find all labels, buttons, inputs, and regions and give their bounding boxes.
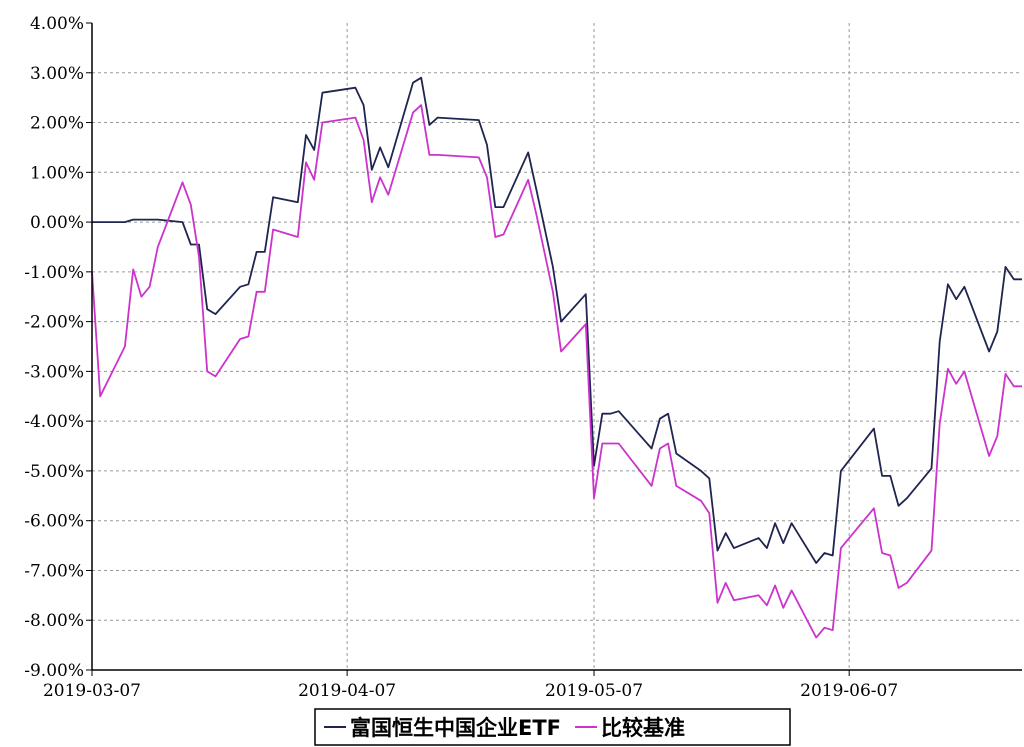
legend-label-1: 富国恒生中国企业ETF bbox=[350, 716, 561, 740]
y-tick-label: -3.00% bbox=[24, 362, 84, 382]
y-tick-label: 1.00% bbox=[30, 163, 84, 183]
y-tick-label: -1.00% bbox=[24, 263, 84, 283]
y-tick-label: 4.00% bbox=[30, 14, 84, 34]
y-tick-label: -8.00% bbox=[24, 611, 84, 631]
y-tick-label: -9.00% bbox=[24, 661, 84, 681]
y-tick-label: -4.00% bbox=[24, 412, 84, 432]
series-line-2 bbox=[91, 104, 1022, 639]
legend-label-2: 比较基准 bbox=[601, 716, 685, 740]
x-tick-label: 2019-04-07 bbox=[298, 681, 396, 701]
y-axis-tick-labels: 4.00% 3.00% 2.00% 1.00% 0.00% -1.00% -2.00% -3.… bbox=[24, 14, 84, 681]
y-tick-label: 0.00% bbox=[30, 213, 84, 233]
legend: 富国恒生中国企业ETF 比较基准 bbox=[314, 708, 791, 746]
y-tick-label: -7.00% bbox=[24, 561, 84, 581]
y-tick-label: -2.00% bbox=[24, 313, 84, 333]
legend-box bbox=[314, 708, 791, 746]
y-tick-label: -6.00% bbox=[24, 512, 84, 532]
series-line-1 bbox=[92, 76, 1022, 564]
y-tick-label: 3.00% bbox=[30, 64, 84, 84]
x-axis-tick-labels: 2019-03-07 2019-04-07 2019-05-07 2019-06-07 bbox=[43, 681, 898, 701]
y-tick-label: 2.00% bbox=[30, 114, 84, 134]
x-tick-label: 2019-06-07 bbox=[800, 681, 898, 701]
series-lines bbox=[91, 76, 1022, 639]
x-tick-label: 2019-03-07 bbox=[43, 681, 141, 701]
x-tick-label: 2019-05-07 bbox=[545, 681, 643, 701]
y-tick-label: -5.00% bbox=[24, 462, 84, 482]
grid-lines bbox=[86, 22, 1022, 676]
